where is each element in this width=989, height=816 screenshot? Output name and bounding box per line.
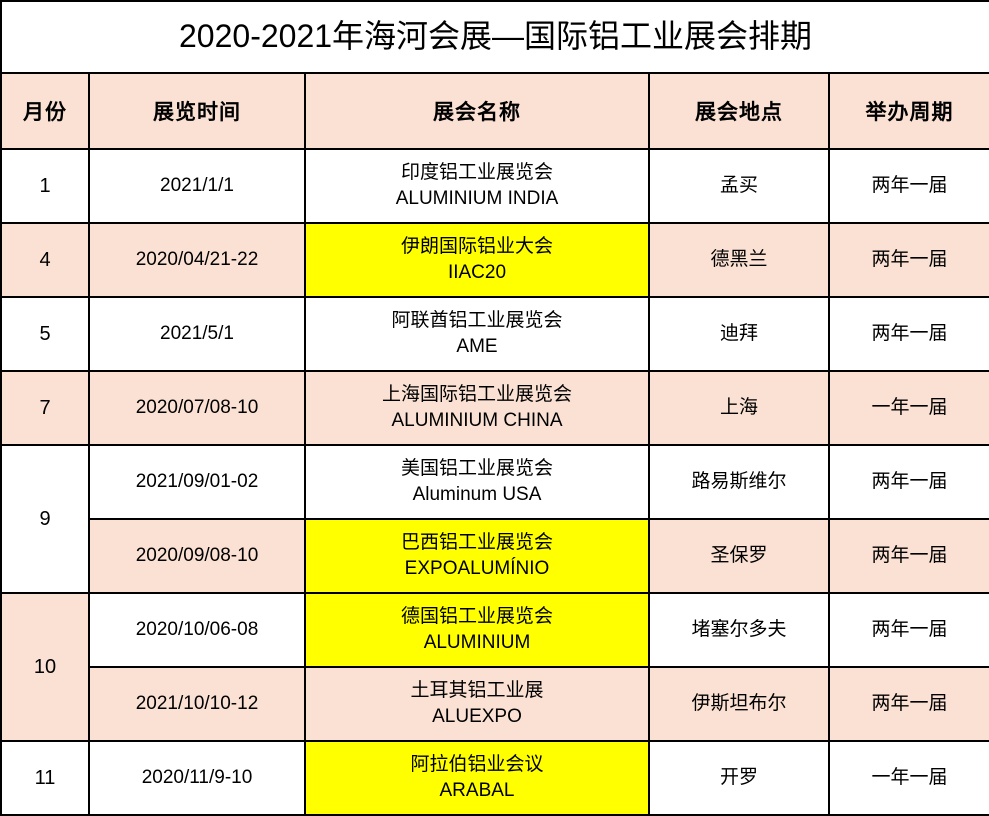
column-header-place: 展会地点 bbox=[648, 72, 830, 150]
title-row: 2020-2021年海河会展—国际铝工业展会排期 bbox=[0, 0, 989, 74]
table-row: 7 2020/07/08-10 上海国际铝工业展览会 ALUMINIUM CHINA 上… bbox=[0, 370, 989, 446]
exhibition-name-cn: 阿拉伯铝业会议 bbox=[410, 754, 544, 776]
exhibition-name-en: Aluminum USA bbox=[412, 484, 542, 505]
cell-place: 堵塞尔多夫 bbox=[648, 592, 830, 668]
cell-date: 2020/11/9-10 bbox=[88, 740, 306, 816]
cell-exhibition-name: 阿联酋铝工业展览会 AME bbox=[304, 296, 650, 372]
table-row: 11 2020/11/9-10 阿拉伯铝业会议 ARABAL 开罗 一年一届 bbox=[0, 740, 989, 816]
table-row: 2020/09/08-10 巴西铝工业展览会 EXPOALUMÍNIO 圣保罗 两年一届 bbox=[1, 518, 989, 594]
exhibition-name-cn: 美国铝工业展览会 bbox=[400, 458, 553, 480]
column-header-month: 月份 bbox=[0, 72, 90, 150]
cell-exhibition-name: 上海国际铝工业展览会 ALUMINIUM CHINA bbox=[304, 370, 650, 446]
cell-date: 2020/10/06-08 bbox=[88, 592, 306, 668]
column-header-date: 展览时间 bbox=[88, 72, 306, 150]
column-header-cycle: 举办周期 bbox=[827, 72, 989, 150]
cell-place: 德黑兰 bbox=[648, 222, 830, 298]
cell-place: 伊斯坦布尔 bbox=[648, 666, 830, 742]
cell-date: 2021/1/1 bbox=[88, 148, 306, 224]
exhibition-name-cn: 阿联酋铝工业展览会 bbox=[391, 310, 563, 332]
cell-month: 11 bbox=[0, 740, 90, 816]
table-row: 2021/10/10-12 土耳其铝工业展 ALUEXPO 伊斯坦布尔 两年一届 bbox=[1, 666, 989, 742]
exhibition-name-cn: 伊朗国际铝业大会 bbox=[400, 236, 553, 258]
page-title: 2020-2021年海河会展—国际铝工业展会排期 bbox=[179, 18, 813, 55]
cell-date: 2021/10/10-12 bbox=[88, 666, 306, 742]
exhibition-name-en: ALUMINIUM bbox=[423, 632, 531, 653]
cell-cycle: 一年一届 bbox=[827, 740, 989, 816]
cell-month: 4 bbox=[0, 222, 90, 298]
exhibition-name-en: AME bbox=[456, 336, 498, 357]
cell-cycle: 两年一届 bbox=[827, 592, 989, 668]
exhibition-name-en: IIAC20 bbox=[447, 262, 507, 283]
column-header-name: 展会名称 bbox=[304, 72, 650, 150]
cell-month: 7 bbox=[0, 370, 90, 446]
cell-month: 9 bbox=[0, 444, 90, 594]
table-row: 5 2021/5/1 阿联酋铝工业展览会 AME 迪拜 两年一届 bbox=[0, 296, 989, 372]
cell-cycle: 两年一届 bbox=[827, 296, 989, 372]
exhibition-name-en: ALUMINIUM INDIA bbox=[395, 188, 559, 209]
cell-place: 孟买 bbox=[648, 148, 830, 224]
table-row: 4 2020/04/21-22 伊朗国际铝业大会 IIAC20 德黑兰 两年一届 bbox=[0, 222, 989, 298]
cell-place: 开罗 bbox=[648, 740, 830, 816]
cell-date: 2021/09/01-02 bbox=[88, 444, 306, 520]
cell-place: 迪拜 bbox=[648, 296, 830, 372]
cell-month: 5 bbox=[0, 296, 90, 372]
cell-month: 1 bbox=[0, 148, 90, 224]
cell-cycle: 两年一届 bbox=[827, 222, 989, 298]
cell-exhibition-name: 印度铝工业展览会 ALUMINIUM INDIA bbox=[304, 148, 650, 224]
cell-place: 路易斯维尔 bbox=[648, 444, 830, 520]
exhibition-name-en: ALUEXPO bbox=[432, 706, 522, 727]
cell-date: 2021/5/1 bbox=[88, 296, 306, 372]
cell-place: 圣保罗 bbox=[648, 518, 830, 594]
table-row: 9 2021/09/01-02 美国铝工业展览会 Aluminum USA 路易斯维尔两… bbox=[0, 444, 989, 594]
cell-exhibition-name: 伊朗国际铝业大会 IIAC20 bbox=[304, 222, 650, 298]
cell-month: 10 bbox=[0, 592, 90, 742]
cell-place: 上海 bbox=[648, 370, 830, 446]
exhibition-name-cn: 印度铝工业展览会 bbox=[400, 162, 553, 184]
exhibition-name-cn: 德国铝工业展览会 bbox=[400, 606, 553, 628]
cell-date: 2020/04/21-22 bbox=[88, 222, 306, 298]
page-title-cell: 2020-2021年海河会展—国际铝工业展会排期 bbox=[0, 0, 989, 74]
exhibition-name-cn: 巴西铝工业展览会 bbox=[400, 532, 553, 554]
exhibition-name-cn: 上海国际铝工业展览会 bbox=[381, 384, 572, 406]
cell-date: 2020/07/08-10 bbox=[88, 370, 306, 446]
cell-cycle: 两年一届 bbox=[827, 666, 989, 742]
cell-cycle: 两年一届 bbox=[827, 518, 989, 594]
cell-cycle: 一年一届 bbox=[827, 370, 989, 446]
cell-exhibition-name: 土耳其铝工业展 ALUEXPO bbox=[304, 666, 650, 742]
table-row: 10 2020/10/06-08 德国铝工业展览会 ALUMINIUM 堵塞尔多夫 两年一… bbox=[0, 592, 989, 742]
cell-cycle: 两年一届 bbox=[827, 148, 989, 224]
table-header-row: 月份 展览时间 展会名称 展会地点 举办周期 bbox=[0, 72, 989, 150]
cell-exhibition-name: 德国铝工业展览会 ALUMINIUM bbox=[304, 592, 650, 668]
exhibition-name-cn: 土耳其铝工业展 bbox=[410, 680, 544, 702]
exhibition-name-en: ARABAL bbox=[439, 780, 515, 801]
table-row: 1 2021/1/1 印度铝工业展览会 ALUMINIUM INDIA 孟买 两年一届 bbox=[0, 148, 989, 224]
cell-date: 2020/09/08-10 bbox=[88, 518, 306, 594]
cell-exhibition-name: 巴西铝工业展览会 EXPOALUMÍNIO bbox=[304, 518, 650, 594]
cell-exhibition-name: 阿拉伯铝业会议 ARABAL bbox=[304, 740, 650, 816]
cell-exhibition-name: 美国铝工业展览会 Aluminum USA bbox=[304, 444, 650, 520]
cell-cycle: 两年一届 bbox=[827, 444, 989, 520]
exhibition-name-en: ALUMINIUM CHINA bbox=[391, 410, 563, 431]
exhibition-name-en: EXPOALUMÍNIO bbox=[404, 558, 550, 579]
